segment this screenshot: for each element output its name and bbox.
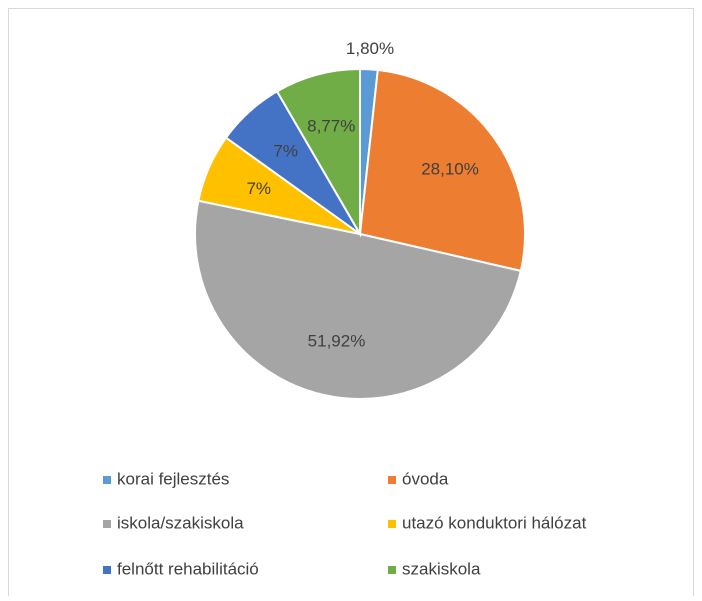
legend-marker <box>103 476 111 484</box>
legend-marker <box>388 566 396 574</box>
data-label: 7% <box>273 142 298 161</box>
legend-marker <box>388 476 396 484</box>
data-label: 8,77% <box>307 117 355 136</box>
legend-label: felnőtt rehabilitáció <box>117 559 259 578</box>
legend-marker <box>388 520 396 528</box>
pie-slice <box>275 67 361 238</box>
legend-marker <box>103 520 111 528</box>
legend-marker <box>103 566 111 574</box>
pie-slice <box>358 68 526 273</box>
data-label: 51,92% <box>308 332 366 351</box>
pie-slice <box>194 199 523 400</box>
legend-label: szakiskola <box>402 559 481 578</box>
legend-label: óvoda <box>402 469 449 488</box>
data-label: 7% <box>246 179 271 198</box>
data-label: 28,10% <box>421 159 479 178</box>
legend-label: iskola/szakiskola <box>117 513 244 532</box>
data-label: 1,80% <box>346 39 394 58</box>
legend-label: utazó konduktori hálózat <box>402 513 587 532</box>
legend-label: korai fejlesztés <box>117 469 229 488</box>
